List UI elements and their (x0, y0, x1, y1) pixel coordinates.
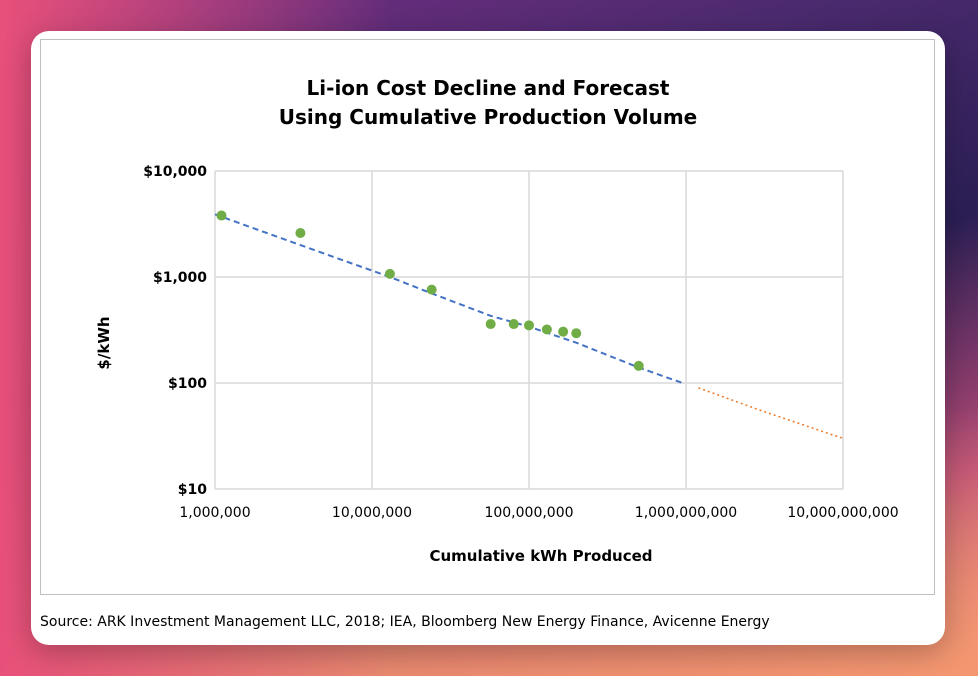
x-tick-labels: 1,000,000 10,000,000 100,000,000 1,000,000,… (179, 505, 898, 521)
x-tick-label: 10,000,000 (332, 505, 412, 521)
chart-plot: $10 $100 $1,000 $10,000 1,000,000 10,000,000… (95, 164, 899, 565)
chart-title: Li-ion Cost Decline and Forecast (306, 76, 670, 100)
trend-line (214, 213, 683, 384)
data-points (216, 210, 644, 371)
y-tick-label: $100 (168, 376, 207, 392)
data-point (216, 210, 227, 221)
y-tick-label: $1,000 (153, 270, 207, 286)
forecast-line (698, 387, 844, 440)
y-tick-label: $10,000 (143, 164, 207, 180)
data-point (633, 360, 644, 371)
x-axis-label: Cumulative kWh Produced (429, 547, 652, 565)
data-point (558, 326, 569, 337)
data-point (508, 319, 519, 330)
data-point (426, 284, 437, 295)
chart-frame (40, 39, 935, 595)
x-tick-label: 1,000,000,000 (635, 505, 737, 521)
trend-lines (214, 213, 844, 440)
source-note: Source: ARK Investment Management LLC, 2… (40, 614, 770, 630)
y-axis-label: $/kWh (95, 316, 113, 369)
chart-subtitle: Using Cumulative Production Volume (278, 105, 698, 129)
x-tick-label: 100,000,000 (484, 505, 573, 521)
data-point (571, 328, 582, 339)
y-tick-label: $10 (178, 482, 207, 498)
data-point (524, 320, 534, 331)
x-tick-label: 10,000,000,000 (787, 505, 898, 521)
data-point (384, 268, 395, 279)
y-tick-labels: $10 $100 $1,000 $10,000 (143, 164, 207, 498)
data-point (541, 324, 552, 335)
data-point (485, 319, 496, 330)
data-point (295, 228, 306, 239)
chart-card: Li-ion Cost Decline and Forecast Using C… (31, 31, 945, 645)
x-tick-label: 1,000,000 (179, 505, 250, 521)
